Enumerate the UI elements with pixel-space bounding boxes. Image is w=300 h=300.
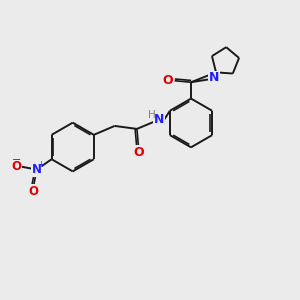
Text: O: O <box>163 74 173 87</box>
Text: N: N <box>209 71 219 84</box>
Text: O: O <box>29 184 39 197</box>
Text: N: N <box>154 113 164 126</box>
Text: +: + <box>37 160 44 169</box>
Text: O: O <box>133 146 144 159</box>
Text: H: H <box>148 110 156 120</box>
Text: N: N <box>32 163 42 176</box>
Text: −: − <box>12 155 22 165</box>
Text: O: O <box>12 160 22 173</box>
